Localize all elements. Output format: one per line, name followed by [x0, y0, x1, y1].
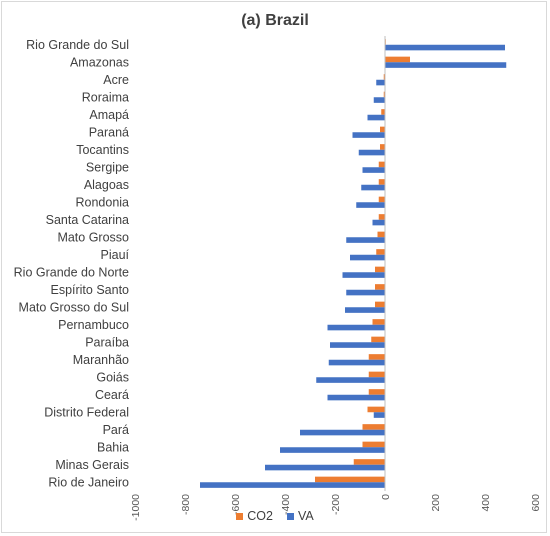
category-label: Mato Grosso do Sul — [19, 300, 129, 314]
bar-va — [280, 447, 385, 453]
legend-item-co2: CO2 — [236, 509, 273, 523]
category-label: Alagoas — [84, 178, 129, 192]
x-tick-label: 200 — [430, 494, 442, 512]
bar-va — [328, 359, 385, 366]
x-tick-label: 400 — [480, 494, 492, 512]
bar-co2 — [315, 476, 385, 483]
category-label: Tocantins — [76, 143, 129, 157]
bar-va — [346, 289, 385, 296]
bar-va — [367, 114, 385, 121]
bar-va — [385, 62, 507, 68]
category-label: Bahia — [97, 440, 129, 454]
legend: CO2 VA — [2, 509, 548, 523]
bar-co2 — [368, 371, 385, 378]
category-label: Santa Catarina — [46, 213, 129, 227]
x-tick-label: 600 — [530, 494, 542, 512]
category-label: Paraíba — [85, 335, 129, 349]
category-label: Rio Grande do Norte — [14, 265, 129, 279]
category-label: Minas Gerais — [55, 458, 129, 472]
legend-swatch — [236, 512, 244, 520]
bar-co2 — [362, 441, 385, 448]
category-label: Rio de Janeiro — [48, 475, 129, 489]
bar-va — [350, 254, 385, 261]
bar-va — [352, 132, 385, 138]
bar-co2 — [375, 284, 385, 290]
bar-va — [346, 237, 385, 243]
category-label: Amazonas — [70, 55, 129, 69]
category-label: Amapá — [89, 108, 129, 122]
legend-label: CO2 — [247, 509, 273, 523]
bar-va — [316, 377, 385, 383]
bar-co2 — [368, 389, 385, 395]
bar-va — [372, 219, 385, 226]
bar-co2 — [378, 196, 385, 203]
category-label: Piauí — [101, 248, 130, 262]
category-label: Espírito Santo — [50, 283, 129, 297]
x-tick-label: -1000 — [130, 494, 142, 521]
bar-va — [200, 482, 385, 488]
category-label: Sergipe — [86, 160, 129, 174]
bar-va — [265, 464, 385, 471]
category-label: Pernambuco — [58, 318, 129, 332]
category-label: Mato Grosso — [57, 230, 129, 244]
x-tick-label: -600 — [230, 494, 242, 515]
bar-co2 — [383, 74, 385, 80]
bar-co2 — [367, 406, 385, 413]
bar-co2 — [381, 109, 385, 115]
legend-label: VA — [297, 509, 314, 523]
bar-co2 — [378, 214, 385, 220]
bar-co2 — [372, 319, 385, 325]
category-label: Acre — [103, 73, 129, 87]
x-tick-label: -200 — [330, 494, 342, 515]
bar-va — [327, 394, 385, 401]
x-tick-label: -400 — [280, 494, 292, 515]
bar-co2 — [378, 179, 385, 185]
category-label: Roraima — [82, 90, 129, 104]
x-tick-label: -800 — [180, 494, 192, 515]
bar-co2 — [380, 126, 385, 133]
bar-va — [385, 44, 505, 51]
bar-co2 — [362, 424, 385, 430]
category-label: Goiás — [96, 370, 129, 384]
category-label: Pará — [103, 423, 129, 437]
bar-va — [373, 412, 385, 418]
bar-co2 — [378, 161, 385, 168]
x-tick-label: 0 — [380, 494, 392, 500]
category-label: Distrito Federal — [44, 405, 129, 419]
bar-va — [330, 342, 385, 348]
category-label: Ceará — [95, 388, 129, 402]
bar-va — [300, 429, 385, 436]
bar-co2 — [368, 354, 385, 360]
bar-co2 — [375, 301, 385, 308]
category-label: Maranhão — [73, 353, 129, 367]
legend-item-va: VA — [286, 509, 314, 523]
bar-co2 — [376, 249, 385, 255]
bar-co2 — [377, 231, 385, 238]
bar-va — [358, 149, 385, 156]
bar-va — [376, 79, 385, 86]
category-label: Rio Grande do Sul — [26, 38, 129, 52]
bar-co2 — [383, 91, 385, 98]
category-label: Paraná — [89, 125, 129, 139]
bar-co2 — [380, 144, 385, 150]
bar-co2 — [371, 336, 385, 343]
bar-va — [342, 272, 385, 278]
bar-va — [327, 324, 385, 331]
bar-va — [362, 167, 385, 173]
bar-co2 — [375, 266, 385, 273]
legend-swatch — [286, 512, 294, 520]
bar-va — [356, 202, 385, 208]
category-label: Rondonia — [75, 195, 129, 209]
bar-co2 — [353, 459, 385, 465]
chart-title: (a) Brazil — [241, 12, 309, 29]
bar-va — [361, 184, 385, 191]
bar-co2 — [385, 56, 410, 63]
bar-va — [373, 97, 385, 103]
bar-va — [345, 307, 385, 313]
